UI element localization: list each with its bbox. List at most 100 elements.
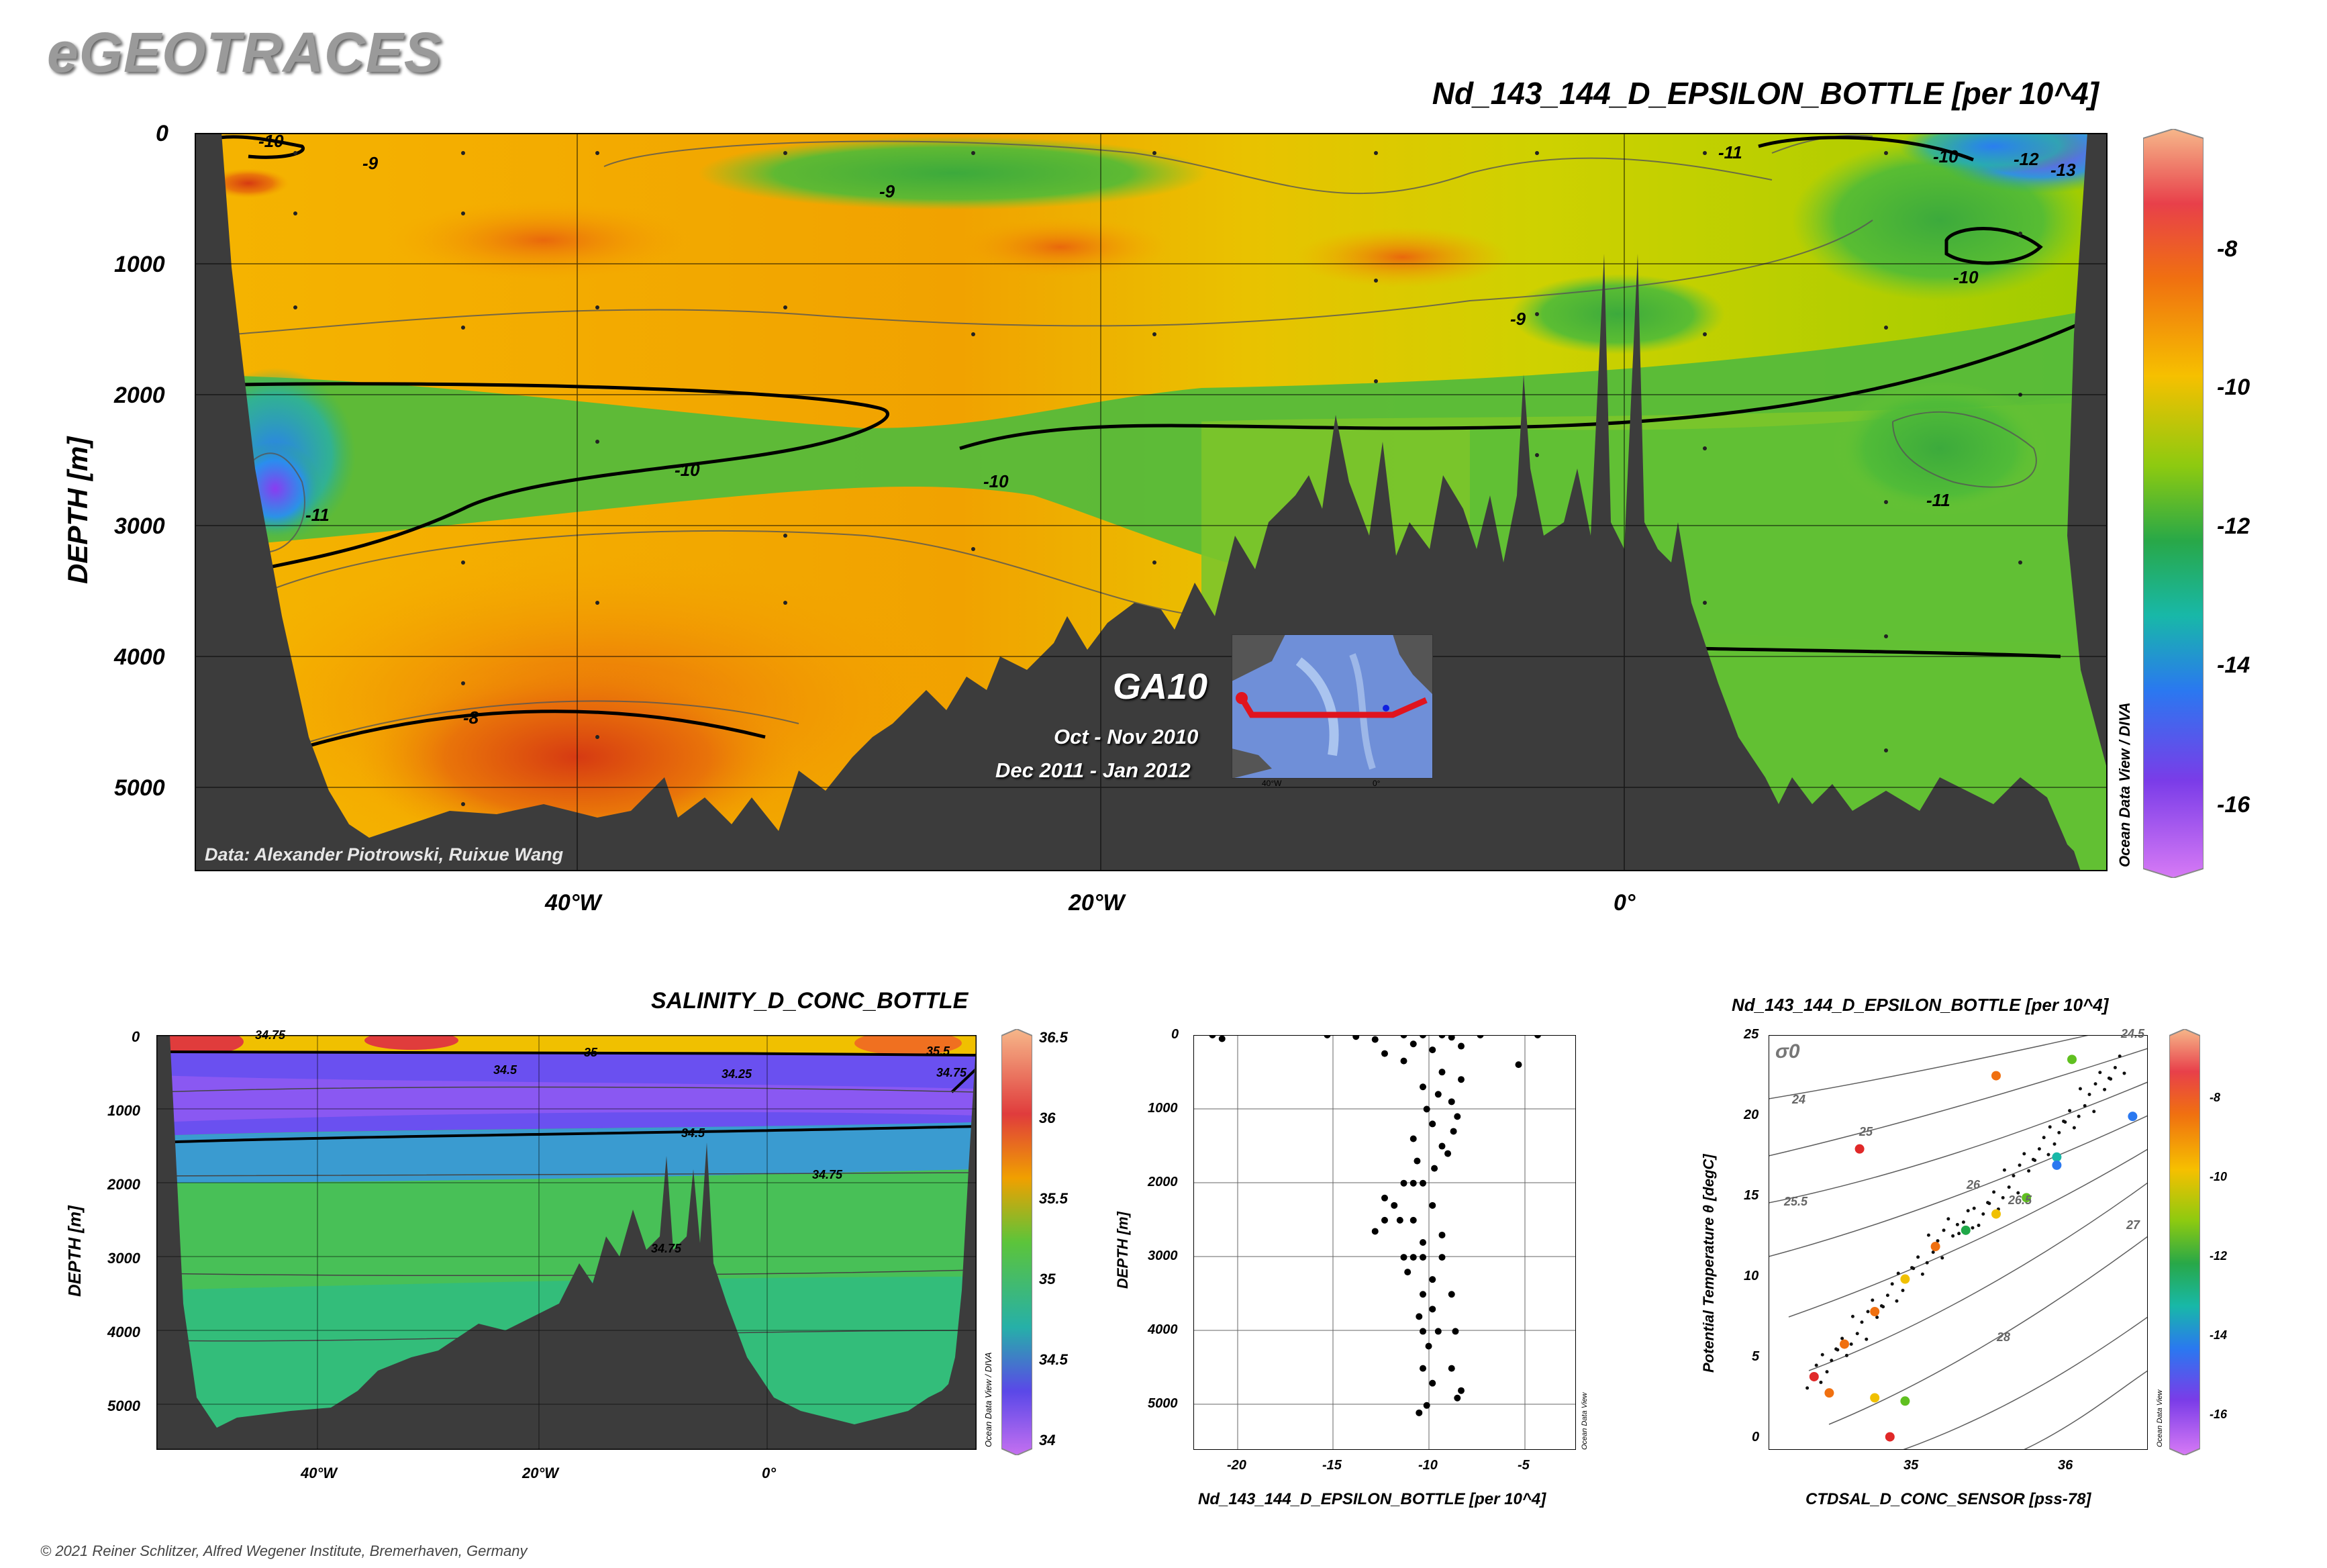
main-contour-label: -10 — [983, 471, 1009, 491]
profile-point — [1352, 1033, 1360, 1040]
profile-point — [1434, 1091, 1442, 1098]
ts-point — [1825, 1370, 1829, 1374]
main-xtick: 20°W — [1069, 890, 1125, 916]
ts-point — [1860, 1320, 1864, 1324]
ts-point — [1992, 1190, 1996, 1194]
profile-point — [1416, 1409, 1423, 1416]
ts-point — [1855, 1332, 1859, 1336]
ts-point — [1896, 1271, 1900, 1275]
sal-cbar-tick: 35.5 — [1039, 1190, 1068, 1207]
profile-point — [1400, 1057, 1407, 1065]
main-ytick: 0 — [156, 121, 168, 146]
profile-point — [1454, 1394, 1461, 1402]
sal-contour-label: 34.75 — [255, 1028, 286, 1042]
profile-scatter-plot[interactable] — [1193, 1032, 1577, 1451]
main-cbar-tick: -10 — [2217, 375, 2250, 400]
ts-point — [1865, 1337, 1869, 1341]
sal-ytick: 2000 — [107, 1176, 140, 1193]
ts-point — [2022, 1152, 2026, 1156]
profile-point — [1429, 1046, 1436, 1054]
ts-point — [1814, 1363, 1818, 1367]
profile-point — [1400, 1179, 1407, 1187]
profile-point — [1515, 1061, 1522, 1069]
ts-point — [2109, 1077, 2113, 1081]
ts-point — [2048, 1125, 2052, 1129]
ts-point — [1819, 1380, 1823, 1384]
profile-point — [1218, 1035, 1226, 1042]
profile-point — [1444, 1150, 1452, 1157]
ts-colored-point — [1900, 1274, 1910, 1284]
sal-ytick: 5000 — [107, 1398, 140, 1414]
ts-point — [1881, 1305, 1885, 1309]
data-credit: Data: Alexander Piotrowski, Ruixue Wang — [205, 844, 564, 865]
ts-title: Nd_143_144_D_EPSILON_BOTTLE [per 10^4] — [1732, 995, 2109, 1015]
profile-point — [1448, 1291, 1455, 1298]
sal-cbar-tick: 34.5 — [1039, 1351, 1068, 1368]
profile-point — [1438, 1069, 1446, 1076]
salinity-section-plot[interactable] — [150, 1028, 978, 1451]
ts-point — [2037, 1147, 2041, 1151]
ts-colored-point — [1854, 1144, 1865, 1154]
profile-point — [1448, 1034, 1455, 1041]
ts-point — [1875, 1315, 1879, 1319]
ts-colored-point — [1840, 1339, 1849, 1349]
ts-point — [1830, 1359, 1834, 1363]
ts-colored-point — [1870, 1393, 1880, 1403]
profile-point — [1409, 1040, 1417, 1048]
profile-ytick: 3000 — [1148, 1248, 1178, 1263]
cruise-inset-map[interactable] — [1231, 634, 1434, 779]
salinity-title: SALINITY_D_CONC_BOTTLE — [651, 988, 969, 1014]
ts-point — [1925, 1261, 1929, 1265]
ts-point — [2092, 1110, 2096, 1114]
main-ytick: 5000 — [114, 775, 165, 801]
profile-point — [1409, 1135, 1417, 1142]
profile-point — [1409, 1254, 1417, 1261]
main-ytick: 1000 — [114, 252, 165, 277]
profile-point — [1420, 1365, 1426, 1372]
profile-point — [1448, 1365, 1455, 1372]
ts-point — [1946, 1217, 1950, 1221]
ts-point — [2103, 1087, 2107, 1091]
sal-cbar-tick: 34 — [1039, 1432, 1056, 1449]
ts-colored-point — [2022, 1193, 2032, 1203]
ts-point — [2012, 1174, 2016, 1178]
ts-point — [2018, 1163, 2022, 1167]
ts-isopycnal-label: 24.5 — [2121, 1027, 2145, 1040]
ts-colored-point — [1991, 1071, 2001, 1081]
profile-point — [1420, 1328, 1426, 1335]
profile-point — [1381, 1194, 1388, 1202]
main-contour-label: -10 — [675, 460, 700, 480]
salinity-ylabel: DEPTH [m] — [64, 1206, 85, 1297]
ts-point — [1895, 1299, 1899, 1303]
profile-point — [1409, 1216, 1417, 1224]
ts-ytick: 10 — [1744, 1269, 1759, 1283]
ts-point — [2093, 1082, 2097, 1086]
main-contour-label: -11 — [1926, 490, 1950, 510]
ts-point — [1916, 1255, 1920, 1259]
ts-point — [2007, 1185, 2011, 1189]
ts-colored-point — [1809, 1371, 1819, 1381]
ts-isopycnal-label: 25.5 — [1784, 1195, 1808, 1208]
profile-point — [1458, 1042, 1465, 1050]
ts-point — [1961, 1220, 1965, 1224]
ts-colored-point — [1930, 1242, 1940, 1252]
cruise-date-1: Oct - Nov 2010 — [1054, 725, 1199, 748]
ts-point — [1885, 1293, 1889, 1297]
ts-point — [1987, 1202, 1991, 1206]
profile-xtick: -15 — [1322, 1458, 1342, 1473]
ts-point — [2077, 1114, 2081, 1118]
main-cbar-tick: -14 — [2217, 652, 2250, 678]
ts-point — [1805, 1386, 1810, 1390]
sal-contour-label: 35 — [584, 1046, 598, 1059]
main-title: Nd_143_144_D_EPSILON_BOTTLE [per 10^4] — [1432, 76, 2099, 111]
ts-colored-point — [1824, 1388, 1834, 1398]
profile-point — [1391, 1202, 1398, 1209]
ts-point — [1820, 1353, 1824, 1357]
ts-point — [1966, 1209, 1970, 1213]
sal-contour-label: 34.5 — [493, 1063, 517, 1077]
ts-point — [2078, 1087, 2082, 1091]
ts-isopycnal-label: 27 — [2126, 1218, 2140, 1232]
profile-ytick: 1000 — [1148, 1101, 1178, 1116]
ts-ytick: 5 — [1752, 1349, 1760, 1364]
ts-diagram-plot[interactable] — [1768, 1021, 2148, 1451]
